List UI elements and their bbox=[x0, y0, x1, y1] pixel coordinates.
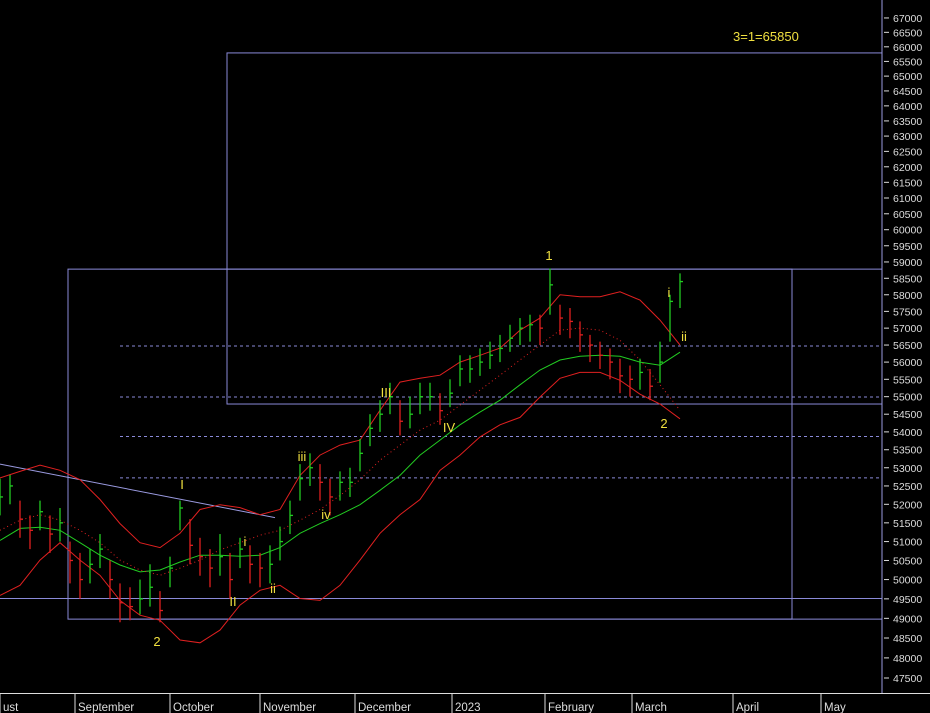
y-tick-label: 47500 bbox=[893, 673, 922, 685]
wave-label: 1 bbox=[545, 248, 552, 263]
wave-label: i bbox=[668, 285, 671, 300]
wave-label: III bbox=[381, 385, 392, 400]
x-tick-label: February bbox=[548, 702, 594, 713]
plot-area bbox=[0, 52, 882, 644]
wave-label: ii bbox=[270, 581, 276, 596]
y-tick-label: 63500 bbox=[893, 116, 922, 128]
x-tick-label: November bbox=[263, 702, 316, 713]
y-tick-label: 55000 bbox=[893, 392, 922, 404]
y-tick-label: 57000 bbox=[893, 323, 922, 335]
wave-label: iv bbox=[321, 507, 331, 522]
y-tick-label: 63000 bbox=[893, 131, 922, 143]
y-tick-label: 48000 bbox=[893, 653, 922, 665]
y-tick-label: 58500 bbox=[893, 273, 922, 285]
y-tick-label: 57500 bbox=[893, 306, 922, 318]
wave-label: IV bbox=[443, 420, 456, 435]
y-tick-label: 66500 bbox=[893, 27, 922, 39]
y-tick-label: 61500 bbox=[893, 177, 922, 189]
y-tick-label: 51500 bbox=[893, 518, 922, 530]
wave-label: iii bbox=[298, 449, 307, 464]
y-tick-label: 64000 bbox=[893, 101, 922, 113]
x-tick-label: April bbox=[736, 702, 759, 713]
x-tick-label: October bbox=[173, 702, 214, 713]
y-tick-label: 54000 bbox=[893, 427, 922, 439]
y-tick-label: 65500 bbox=[893, 56, 922, 68]
y-tick-label: 50000 bbox=[893, 575, 922, 587]
wave-label: 3=1=65850 bbox=[733, 29, 799, 44]
wave-label: ii bbox=[681, 329, 687, 344]
y-tick-label: 67000 bbox=[893, 13, 922, 25]
y-tick-label: 62500 bbox=[893, 146, 922, 158]
y-tick-label: 56500 bbox=[893, 340, 922, 352]
wave-label: II bbox=[229, 594, 236, 609]
projection-box bbox=[226, 52, 882, 405]
band-line bbox=[0, 371, 681, 644]
x-tick-label: May bbox=[824, 702, 846, 713]
y-tick-label: 60500 bbox=[893, 209, 922, 221]
y-tick-label: 51000 bbox=[893, 537, 922, 549]
y-tick-label: 59000 bbox=[893, 257, 922, 269]
y-tick-label: 49000 bbox=[893, 613, 922, 625]
y-tick-label: 65000 bbox=[893, 71, 922, 83]
wave-label: I bbox=[180, 477, 184, 492]
y-tick-label: 52000 bbox=[893, 499, 922, 511]
x-tick-label: September bbox=[78, 702, 134, 713]
wave-label: 2 bbox=[153, 634, 160, 649]
y-tick-label: 62000 bbox=[893, 162, 922, 174]
y-tick-label: 60000 bbox=[893, 225, 922, 237]
y-tick-label: 56000 bbox=[893, 357, 922, 369]
y-tick-label: 59500 bbox=[893, 241, 922, 253]
trend-line bbox=[0, 463, 276, 519]
y-tick-label: 64500 bbox=[893, 86, 922, 98]
y-tick-label: 55500 bbox=[893, 374, 922, 386]
y-tick-label: 53500 bbox=[893, 445, 922, 457]
y-tick-label: 58000 bbox=[893, 290, 922, 302]
x-tick-label: December bbox=[358, 702, 411, 713]
x-tick-label: ust bbox=[3, 702, 19, 713]
band-line bbox=[0, 291, 681, 549]
wave-label: i bbox=[244, 534, 247, 549]
y-tick-label: 54500 bbox=[893, 409, 922, 421]
y-tick-label: 61000 bbox=[893, 193, 922, 205]
x-tick-label: 2023 bbox=[455, 702, 481, 713]
y-tick-label: 48500 bbox=[893, 633, 922, 645]
wave-label: 2 bbox=[660, 416, 667, 431]
y-tick-label: 66000 bbox=[893, 42, 922, 54]
band-line bbox=[0, 351, 681, 573]
y-tick-label: 50500 bbox=[893, 555, 922, 567]
x-tick-label: March bbox=[635, 702, 667, 713]
y-tick-label: 53000 bbox=[893, 463, 922, 475]
y-tick-label: 52500 bbox=[893, 481, 922, 493]
y-tick-label: 49500 bbox=[893, 594, 922, 606]
